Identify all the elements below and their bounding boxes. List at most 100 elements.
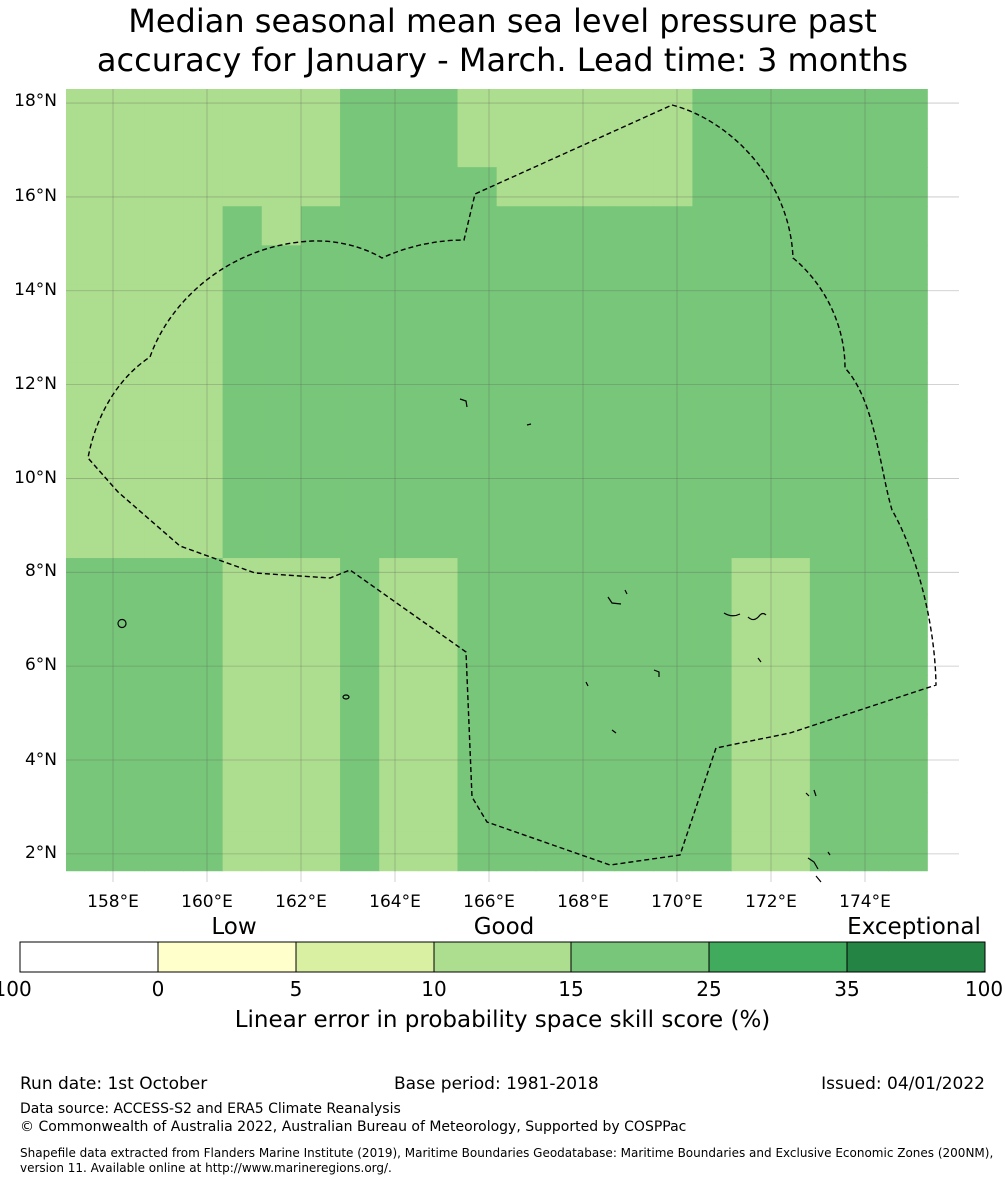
skill-cell: [183, 675, 224, 715]
skill-cell: [457, 206, 498, 246]
skill-cell: [418, 167, 459, 207]
skill-cell: [574, 128, 615, 168]
skill-cell: [183, 597, 224, 637]
skill-cell: [614, 636, 654, 676]
skill-cell: [222, 284, 263, 325]
skill-cell: [261, 675, 302, 715]
skill-cell: [888, 440, 928, 481]
skill-cell: [614, 479, 654, 520]
skill-cell: [379, 675, 419, 715]
skill-cell: [809, 597, 850, 637]
skill-cell: [66, 245, 106, 285]
skill-cell: [418, 636, 459, 676]
skill-cell: [379, 792, 419, 833]
skill-cell: [457, 479, 498, 520]
skill-cell: [261, 167, 302, 207]
colorbar-label: Linear error in probability space skill …: [234, 1007, 771, 1033]
skill-cell: [144, 206, 184, 246]
skill-cell: [653, 440, 693, 481]
skill-cell: [457, 675, 498, 715]
skill-cell: [457, 792, 498, 833]
skill-cell: [496, 753, 537, 794]
skill-cell: [144, 284, 184, 325]
skill-cell: [809, 714, 850, 754]
skill-cell: [418, 128, 459, 168]
skill-cell: [183, 831, 224, 872]
skill-cell: [66, 675, 106, 715]
skill-cell: [535, 362, 576, 403]
skill-cell: [809, 323, 850, 364]
skill-cell: [809, 831, 850, 872]
skill-score-map: [66, 89, 959, 883]
colorbar-tick: 15: [558, 977, 584, 1001]
skill-cell: [66, 479, 106, 520]
skill-cell: [66, 636, 106, 676]
skill-cell: [731, 675, 772, 715]
skill-cell: [614, 831, 654, 872]
skill-cell: [809, 128, 850, 168]
skill-cell: [144, 89, 184, 129]
skill-cell: [692, 323, 733, 364]
skill-cell: [770, 792, 811, 833]
skill-cell: [340, 89, 380, 129]
skill-cell: [614, 518, 654, 559]
skill-cell: [535, 753, 576, 794]
skill-cell: [222, 206, 263, 246]
skill-cell: [418, 714, 459, 754]
skill-cell: [574, 440, 615, 481]
skill-cell: [770, 206, 811, 246]
skill-cell: [574, 831, 615, 872]
skill-cell: [653, 206, 693, 246]
skill-cell: [66, 714, 106, 754]
skill-cell: [653, 401, 693, 442]
skill-cell: [535, 284, 576, 325]
skill-cell: [457, 753, 498, 794]
skill-cell: [300, 597, 341, 637]
skill-cell: [614, 440, 654, 481]
skill-cell: [105, 714, 145, 754]
skill-cell: [888, 831, 928, 872]
skill-cell: [222, 128, 263, 168]
skill-cell: [300, 284, 341, 325]
skill-cell: [574, 518, 615, 559]
eez-boundary: [87, 104, 937, 866]
skill-cell: [66, 518, 106, 559]
skill-cell: [261, 245, 302, 285]
skill-cell: [888, 597, 928, 637]
skill-cell: [300, 167, 341, 207]
skill-cell: [653, 518, 693, 559]
colorbar-bin: [708, 941, 848, 973]
skill-cell: [183, 714, 224, 754]
skill-cell: [144, 128, 184, 168]
base-period: Base period: 1981-2018: [394, 1074, 599, 1094]
skill-cell: [731, 518, 772, 559]
skill-cell: [888, 792, 928, 833]
skill-cell: [574, 558, 615, 598]
skill-cell: [614, 323, 654, 364]
skill-cell: [888, 89, 928, 129]
skill-cell: [144, 753, 184, 794]
skill-cell: [809, 675, 850, 715]
colorbar-bin: [295, 941, 435, 973]
skill-cell: [222, 831, 263, 872]
skill-cell: [496, 636, 537, 676]
skill-cell: [222, 518, 263, 559]
skill-cell: [849, 167, 889, 207]
skill-cell: [261, 479, 302, 520]
skill-cell: [261, 206, 302, 246]
skill-cell: [183, 323, 224, 364]
skill-cell: [574, 479, 615, 520]
skill-cell: [731, 597, 772, 637]
skill-cell: [614, 362, 654, 403]
skill-cell: [418, 518, 459, 559]
skill-cell: [692, 440, 733, 481]
skill-cell: [653, 245, 693, 285]
skill-cell: [614, 792, 654, 833]
category-exceptional: Exceptional: [847, 914, 981, 940]
skill-cell: [222, 479, 263, 520]
colorbar-bin: [846, 941, 986, 973]
skill-cell: [418, 440, 459, 481]
skill-cell: [105, 675, 145, 715]
skill-cell: [457, 440, 498, 481]
skill-cell: [300, 128, 341, 168]
